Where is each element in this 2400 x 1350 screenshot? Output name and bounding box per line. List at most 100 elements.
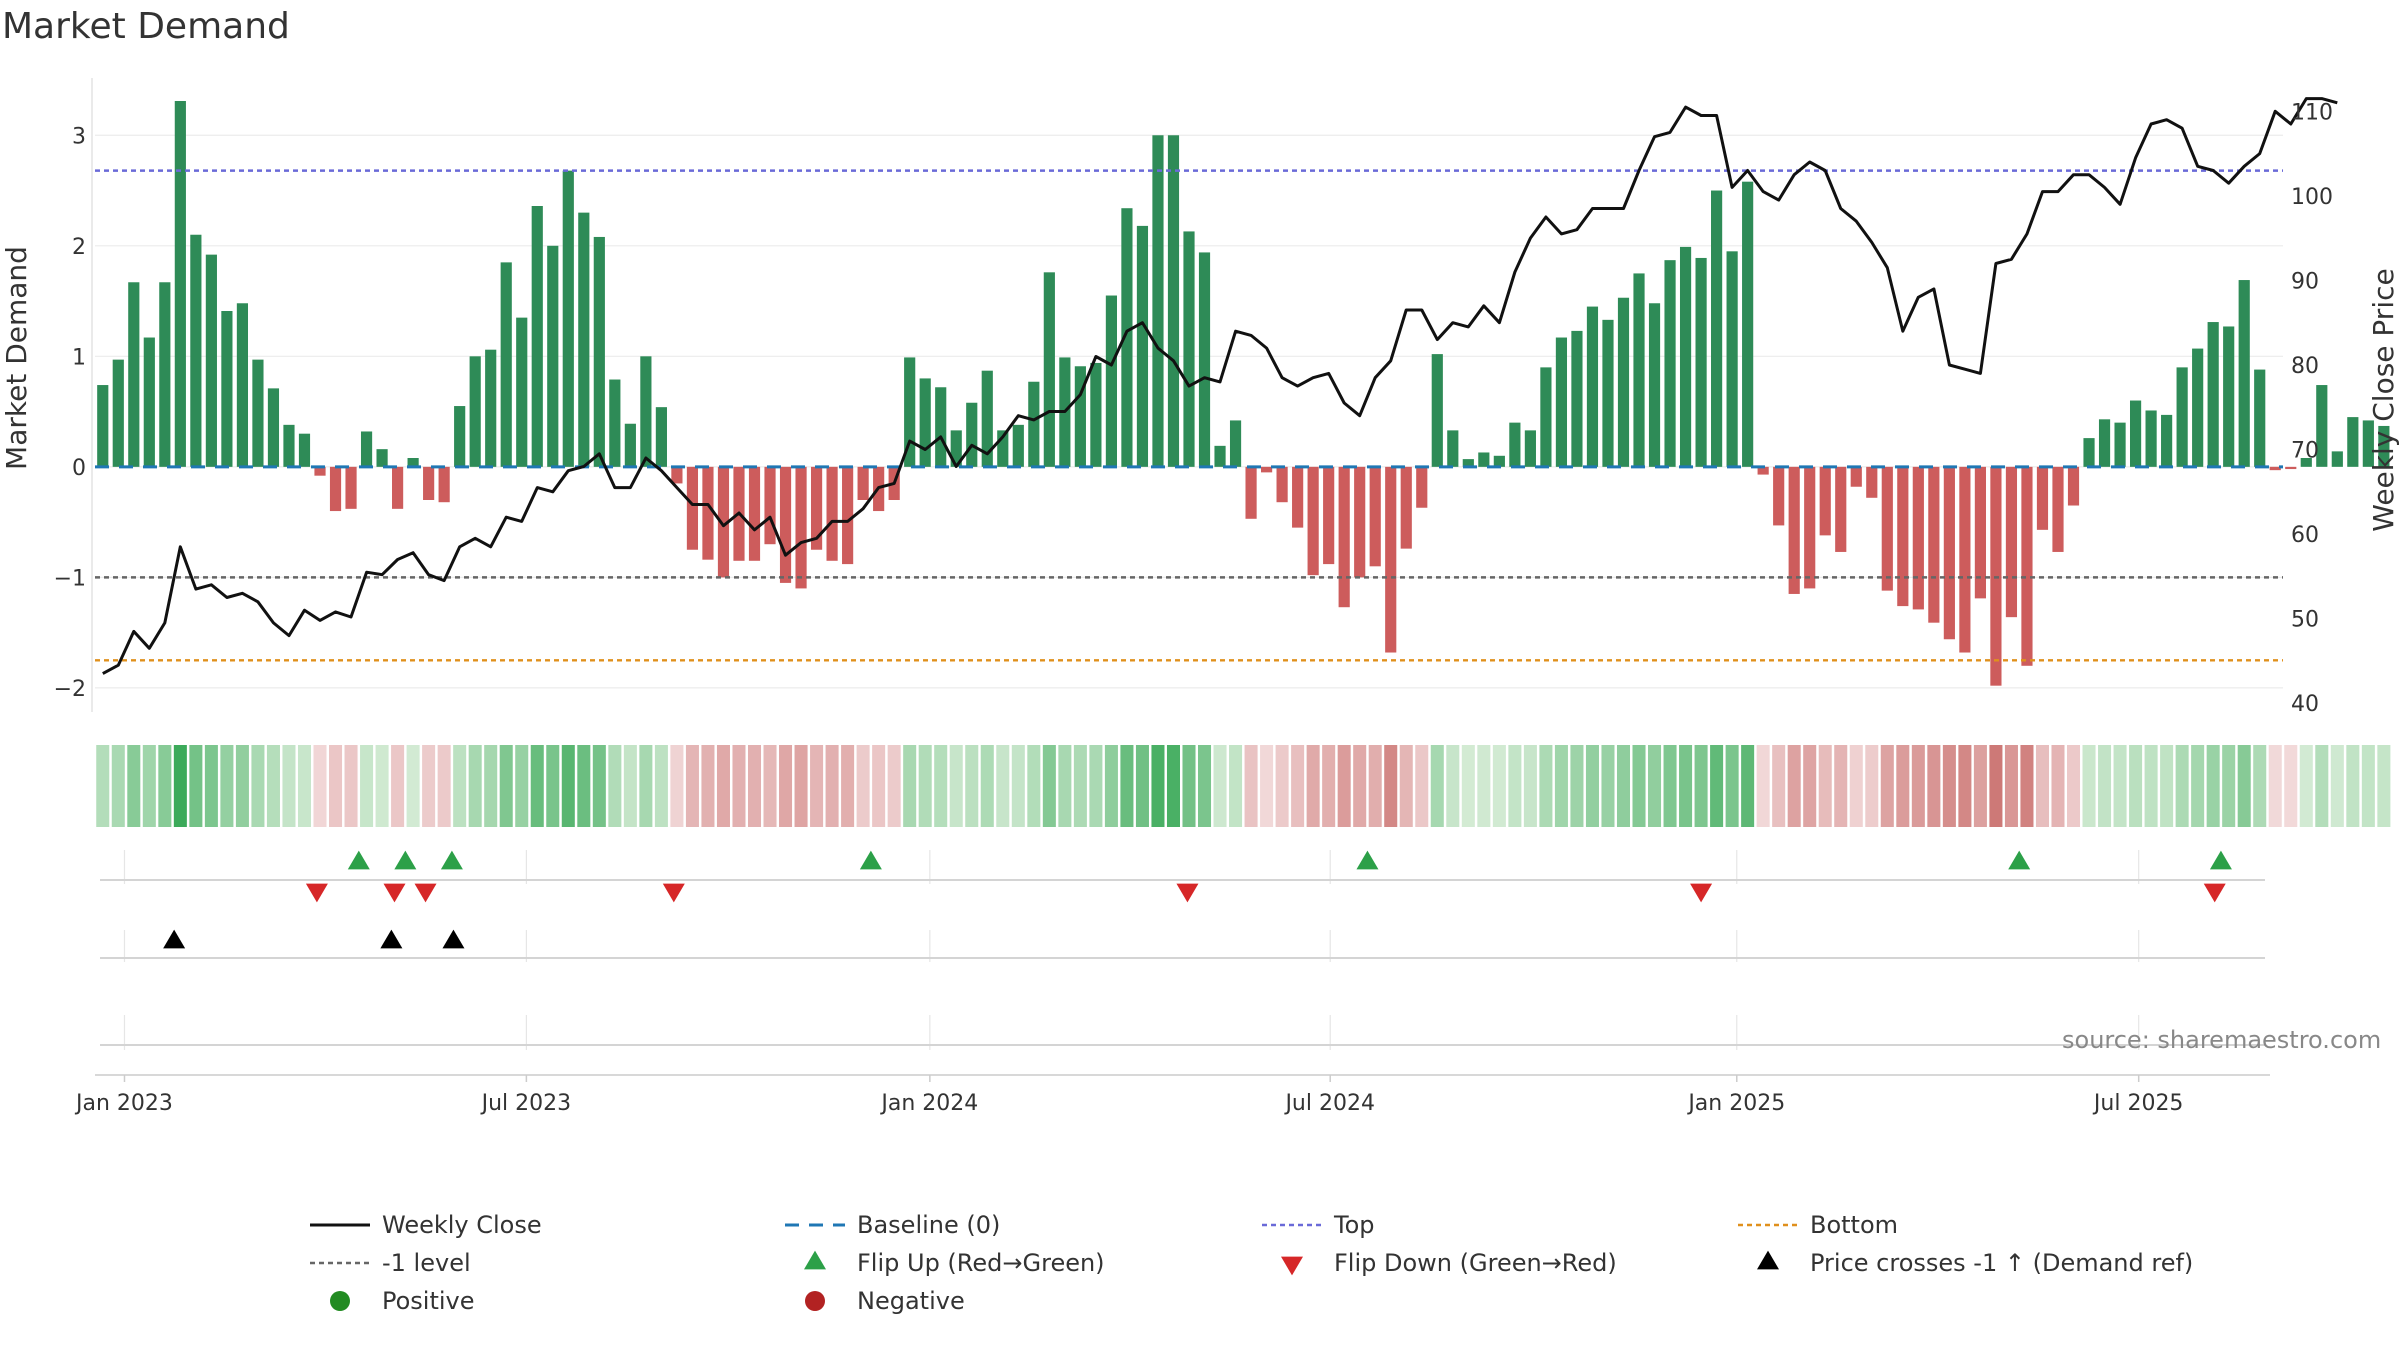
demand-bar	[1493, 455, 1505, 467]
demand-bar	[1679, 246, 1692, 467]
y2-axis-title: Weekly Close Price	[2367, 268, 2400, 531]
price-cross-marker	[380, 929, 403, 949]
demand-bar	[1897, 466, 1909, 607]
heat-cell	[903, 745, 917, 827]
heat-cell	[2330, 745, 2344, 827]
price-cross-marker	[442, 929, 465, 949]
heat-cell	[2035, 745, 2049, 827]
flip-down-marker	[414, 883, 437, 903]
heat-cell	[1198, 745, 1212, 827]
heat-cell	[1306, 745, 1320, 827]
demand-bar	[392, 466, 404, 509]
demand-bar	[826, 466, 838, 561]
heat-cell	[810, 745, 824, 827]
demand-bar	[1198, 252, 1211, 467]
heat-cell	[1741, 745, 1755, 827]
demand-bar	[1742, 181, 1754, 467]
heat-cell	[2315, 745, 2329, 827]
heat-cell	[1616, 745, 1631, 827]
heat-cell	[2299, 745, 2313, 827]
legend-label: Weekly Close	[382, 1211, 542, 1239]
heat-cell	[1648, 745, 1662, 827]
demand-bar	[764, 466, 776, 545]
demand-bar	[1431, 354, 1443, 467]
heat-cell	[1492, 745, 1506, 827]
demand-bar	[1043, 272, 1055, 467]
demand-bar	[2114, 422, 2126, 467]
heat-cell	[887, 745, 901, 827]
heat-cell	[530, 745, 544, 827]
demand-bar	[2362, 420, 2374, 467]
demand-bar	[2129, 400, 2142, 467]
demand-bar	[1633, 273, 1645, 467]
heat-cell	[1694, 745, 1708, 827]
demand-bar	[376, 449, 388, 467]
demand-bars	[97, 101, 2390, 686]
heat-cell	[266, 745, 280, 827]
demand-bar	[1773, 466, 1785, 526]
demand-bar	[298, 433, 311, 467]
legend-item: Price crosses -1 ↑ (Demand ref)	[1757, 1249, 2193, 1277]
heat-cell	[235, 745, 249, 827]
heat-cell	[1244, 745, 1258, 827]
demand-bar	[2378, 425, 2390, 467]
heat-cell	[1834, 745, 1848, 827]
heat-cell	[701, 745, 715, 827]
demand-bar	[562, 170, 574, 467]
demand-bar	[236, 303, 249, 467]
demand-bar	[1695, 257, 1707, 467]
heat-cell	[1089, 745, 1103, 827]
heat-cell	[949, 745, 963, 827]
demand-bar	[950, 430, 962, 467]
demand-bar	[1571, 330, 1583, 467]
heat-cell	[111, 745, 125, 827]
heat-cell	[1679, 745, 1693, 827]
demand-bar	[981, 370, 993, 467]
demand-bar	[935, 387, 947, 467]
heat-cell	[1973, 745, 1987, 827]
demand-bar	[143, 337, 155, 467]
heat-cell	[1229, 745, 1243, 827]
demand-bar	[1648, 303, 1661, 467]
demand-bar	[1804, 466, 1816, 589]
demand-bar	[2005, 466, 2018, 618]
heat-cell	[1927, 745, 1941, 827]
heat-cell	[1772, 745, 1786, 827]
heat-cell	[1880, 745, 1894, 827]
heat-cell	[732, 745, 746, 827]
demand-bar	[1540, 367, 1552, 467]
heat-cell	[934, 745, 948, 827]
heat-cell	[716, 745, 730, 827]
heat-cell	[918, 745, 932, 827]
demand-bar	[640, 356, 652, 467]
demand-bar	[252, 359, 264, 467]
heat-cell	[2206, 745, 2220, 827]
demand-bar	[1276, 466, 1288, 503]
demand-bar	[1261, 466, 1273, 473]
demand-bar	[1928, 466, 1940, 623]
demand-bar	[2083, 438, 2095, 467]
weekly-close-line	[102, 97, 2338, 675]
heat-cell	[825, 745, 839, 827]
heat-cell	[1849, 745, 1863, 827]
heat-cell	[2066, 745, 2081, 827]
heat-cell	[546, 745, 560, 827]
heat-cell	[996, 745, 1010, 827]
flip-down-marker	[1176, 883, 1199, 903]
legend: Weekly Close Baseline (0) Top Bottom -1 leve…	[310, 1211, 2193, 1315]
demand-bar	[174, 101, 186, 467]
demand-bar	[748, 466, 761, 561]
y-tick-label: 2	[72, 235, 86, 260]
heat-cell	[2175, 745, 2189, 827]
flip-up-marker	[394, 850, 417, 870]
demand-bar	[2052, 466, 2064, 552]
demand-bar	[2161, 414, 2173, 467]
flip-up-marker	[347, 850, 370, 870]
demand-bar	[1307, 466, 1319, 576]
demand-bar	[624, 423, 636, 467]
flip-up-marker	[2008, 850, 2031, 870]
heat-cell	[1787, 745, 1801, 827]
demand-bar	[329, 466, 342, 512]
demand-bar	[1974, 466, 1986, 599]
demand-bar	[2300, 458, 2312, 467]
